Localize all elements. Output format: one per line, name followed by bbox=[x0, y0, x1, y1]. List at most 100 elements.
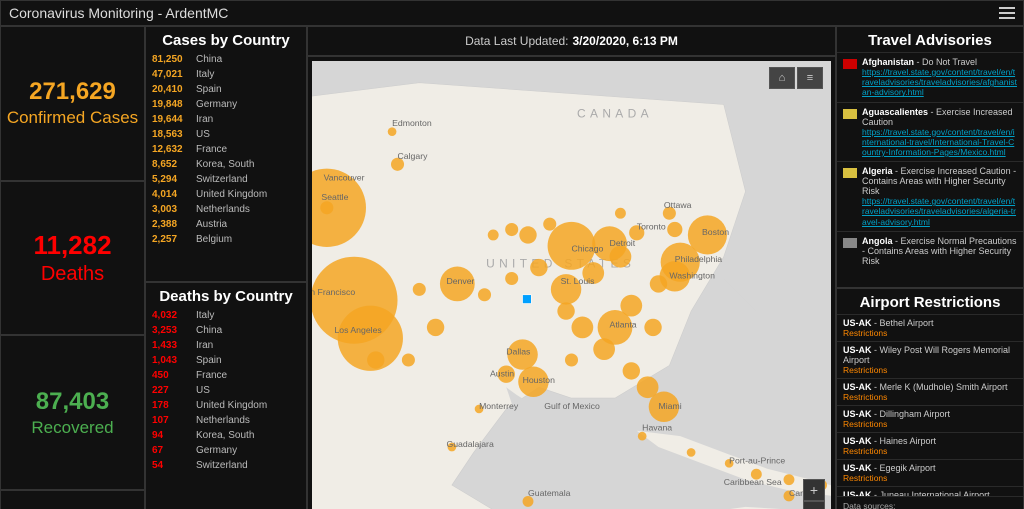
confirmed-label: Confirmed Cases bbox=[7, 108, 138, 128]
svg-text:Vancouver: Vancouver bbox=[324, 173, 365, 183]
list-item[interactable]: 227US bbox=[152, 383, 300, 398]
list-item[interactable]: 18,563US bbox=[152, 127, 300, 142]
deaths-number: 11,282 bbox=[33, 230, 111, 261]
svg-text:Port-au-Prince: Port-au-Prince bbox=[729, 455, 785, 465]
svg-text:Boston: Boston bbox=[702, 227, 729, 237]
advisories-panel: Travel Advisories Afghanistan - Do Not T… bbox=[836, 26, 1024, 288]
svg-text:Seattle: Seattle bbox=[321, 192, 348, 202]
map-home-icon[interactable]: ⌂ bbox=[769, 67, 795, 89]
svg-text:Miami: Miami bbox=[658, 401, 681, 411]
svg-text:Atlanta: Atlanta bbox=[610, 319, 637, 329]
advisory-link[interactable]: https://travel.state.gov/content/travel/… bbox=[862, 67, 1017, 98]
svg-text:Guatemala: Guatemala bbox=[528, 488, 571, 498]
flag-icon bbox=[843, 59, 857, 69]
lists-column: Cases by Country 81,250China47,021Italy2… bbox=[145, 26, 307, 509]
list-item[interactable]: 4,014United Kingdom bbox=[152, 187, 300, 202]
airport-item[interactable]: US-AK - Wiley Post Will Rogers Memorial … bbox=[837, 341, 1023, 378]
list-item[interactable]: 1,043Spain bbox=[152, 353, 300, 368]
list-item[interactable]: 20,410Spain bbox=[152, 82, 300, 97]
advisory-link[interactable]: https://travel.state.gov/content/travel/… bbox=[862, 196, 1017, 227]
svg-text:Dallas: Dallas bbox=[506, 347, 531, 357]
airports-panel: Airport Restrictions US-AK - Bethel Airp… bbox=[836, 288, 1024, 509]
zoom-in-button[interactable]: + bbox=[803, 479, 825, 501]
flag-icon bbox=[843, 238, 857, 248]
svg-text:Los Angeles: Los Angeles bbox=[334, 325, 382, 335]
recovered-panel: 87,403 Recovered bbox=[0, 335, 145, 490]
list-item[interactable]: 450France bbox=[152, 368, 300, 383]
mortality-panel: 4.153% Mortality Rate bbox=[0, 490, 145, 509]
svg-text:Washington: Washington bbox=[669, 270, 715, 280]
svg-text:Guadalajara: Guadalajara bbox=[446, 439, 494, 449]
advisory-link[interactable]: https://travel.state.gov/content/travel/… bbox=[862, 127, 1017, 158]
svg-text:Chicago: Chicago bbox=[572, 243, 604, 253]
map-toolbar: ⌂ ≡ bbox=[769, 67, 823, 89]
list-item[interactable]: 2,257Belgium bbox=[152, 232, 300, 247]
advisory-item[interactable]: Angola - Exercise Normal Precautions - C… bbox=[837, 231, 1023, 270]
deaths-list-panel: Deaths by Country 4,032Italy3,253China1,… bbox=[145, 282, 307, 509]
menu-icon[interactable] bbox=[999, 4, 1015, 22]
list-item[interactable]: 3,003Netherlands bbox=[152, 202, 300, 217]
svg-text:CANADA: CANADA bbox=[577, 107, 653, 121]
svg-text:Edmonton: Edmonton bbox=[392, 118, 432, 128]
list-item[interactable]: 178United Kingdom bbox=[152, 398, 300, 413]
updated-prefix: Data Last Updated: bbox=[465, 34, 568, 48]
cases-list[interactable]: 81,250China47,021Italy20,410Spain19,848G… bbox=[146, 52, 306, 247]
zoom-controls: + − bbox=[803, 479, 825, 509]
map-column: Data Last Updated: 3/20/2020, 6:13 PM CA… bbox=[307, 26, 836, 509]
list-item[interactable]: 1,433Iran bbox=[152, 338, 300, 353]
svg-text:Austin: Austin bbox=[490, 368, 514, 378]
airports-list[interactable]: US-AK - Bethel AirportRestrictionsUS-AK … bbox=[837, 314, 1023, 496]
airport-item[interactable]: US-AK - Dillingham AirportRestrictions bbox=[837, 405, 1023, 432]
recovered-label: Recovered bbox=[31, 418, 113, 438]
svg-text:Caribbean Sea: Caribbean Sea bbox=[724, 477, 782, 487]
list-item[interactable]: 19,644Iran bbox=[152, 112, 300, 127]
list-item[interactable]: 47,021Italy bbox=[152, 67, 300, 82]
airport-item[interactable]: US-AK - Juneau International AirportRest… bbox=[837, 486, 1023, 496]
svg-text:Philadelphia: Philadelphia bbox=[675, 254, 723, 264]
app-header: Coronavirus Monitoring - ArdentMC bbox=[0, 0, 1024, 26]
airport-item[interactable]: US-AK - Haines AirportRestrictions bbox=[837, 432, 1023, 459]
advisories-list[interactable]: Afghanistan - Do Not Travelhttps://trave… bbox=[837, 52, 1023, 270]
list-item[interactable]: 67Germany bbox=[152, 443, 300, 458]
advisory-item[interactable]: Algeria - Exercise Increased Caution - C… bbox=[837, 161, 1023, 231]
list-item[interactable]: 81,250China bbox=[152, 52, 300, 67]
app-title: Coronavirus Monitoring - ArdentMC bbox=[9, 5, 228, 21]
svg-text:Denver: Denver bbox=[446, 276, 474, 286]
confirmed-panel: 271,629 Confirmed Cases bbox=[0, 26, 145, 181]
list-item[interactable]: 19,848Germany bbox=[152, 97, 300, 112]
map-layers-icon[interactable]: ≡ bbox=[797, 67, 823, 89]
deaths-label: Deaths bbox=[41, 263, 104, 286]
list-item[interactable]: 8,652Korea, South bbox=[152, 157, 300, 172]
list-item[interactable]: 3,253China bbox=[152, 323, 300, 338]
svg-text:Gulf of Mexico: Gulf of Mexico bbox=[544, 401, 600, 411]
advisory-item[interactable]: Afghanistan - Do Not Travelhttps://trave… bbox=[837, 52, 1023, 102]
svg-text:Detroit: Detroit bbox=[610, 238, 636, 248]
list-item[interactable]: 4,032Italy bbox=[152, 308, 300, 323]
svg-text:Calgary: Calgary bbox=[398, 151, 429, 161]
svg-text:Toronto: Toronto bbox=[637, 222, 666, 232]
zoom-out-button[interactable]: − bbox=[803, 501, 825, 509]
airport-item[interactable]: US-AK - Egegik AirportRestrictions bbox=[837, 459, 1023, 486]
svg-text:Monterrey: Monterrey bbox=[479, 401, 519, 411]
svg-text:Havana: Havana bbox=[642, 423, 672, 433]
map-canvas[interactable]: CANADAUNITED STATESEdmontonCalgaryVancou… bbox=[312, 61, 831, 509]
data-sources: Data sources: WHO, CDC, ECDC, NHC, DXY a… bbox=[837, 496, 1023, 509]
list-item[interactable]: 94Korea, South bbox=[152, 428, 300, 443]
advisories-title: Travel Advisories bbox=[837, 27, 1023, 52]
updated-value: 3/20/2020, 6:13 PM bbox=[573, 34, 678, 48]
airport-item[interactable]: US-AK - Merle K (Mudhole) Smith AirportR… bbox=[837, 378, 1023, 405]
list-item[interactable]: 2,388Austria bbox=[152, 217, 300, 232]
svg-text:San Francisco: San Francisco bbox=[312, 287, 355, 297]
deaths-list[interactable]: 4,032Italy3,253China1,433Iran1,043Spain4… bbox=[146, 308, 306, 473]
svg-text:St. Louis: St. Louis bbox=[561, 276, 595, 286]
advisory-item[interactable]: Aguascalientes - Exercise Increased Caut… bbox=[837, 102, 1023, 162]
list-item[interactable]: 54Switzerland bbox=[152, 458, 300, 473]
flag-icon bbox=[843, 168, 857, 178]
list-item[interactable]: 12,632France bbox=[152, 142, 300, 157]
list-item[interactable]: 107Netherlands bbox=[152, 413, 300, 428]
list-item[interactable]: 5,294Switzerland bbox=[152, 172, 300, 187]
airport-item[interactable]: US-AK - Bethel AirportRestrictions bbox=[837, 314, 1023, 341]
cases-title: Cases by Country bbox=[146, 27, 306, 52]
svg-text:Ottawa: Ottawa bbox=[664, 200, 692, 210]
map-panel[interactable]: CANADAUNITED STATESEdmontonCalgaryVancou… bbox=[307, 56, 836, 509]
